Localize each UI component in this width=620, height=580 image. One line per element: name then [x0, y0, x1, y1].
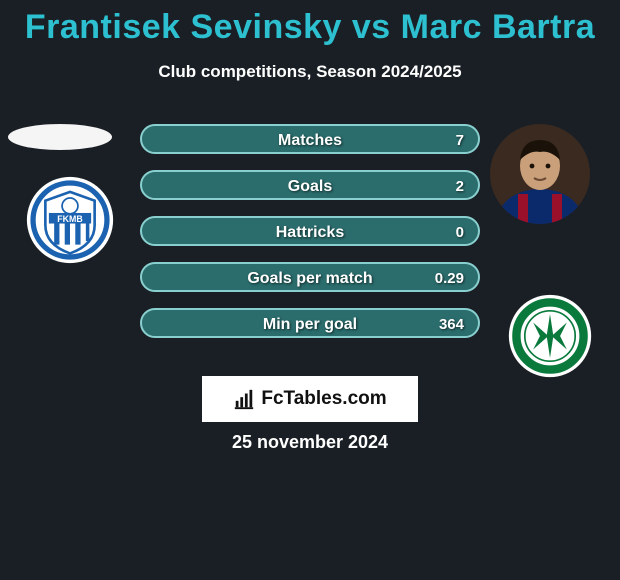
- date-caption: 25 november 2024: [0, 432, 620, 453]
- stat-value: 0: [456, 218, 464, 248]
- stat-value: 0.29: [435, 264, 464, 294]
- club-left-badge: FKMB: [26, 176, 114, 264]
- stat-label: Matches: [142, 126, 478, 156]
- player-right-photo-svg: [490, 124, 590, 224]
- stat-label: Goals: [142, 172, 478, 202]
- title-text: Frantisek Sevinsky vs Marc Bartra: [25, 8, 595, 46]
- date-text: 25 november 2024: [232, 432, 388, 452]
- stat-value: 364: [439, 310, 464, 340]
- club-right-badge: [508, 294, 592, 378]
- stat-label: Hattricks: [142, 218, 478, 248]
- stat-bar: Hattricks0: [140, 216, 480, 246]
- brand-text: FcTables.com: [261, 388, 386, 410]
- club-left-badge-text: FKMB: [57, 214, 82, 224]
- stat-value: 7: [456, 126, 464, 156]
- stat-bar: Min per goal364: [140, 308, 480, 338]
- page-title: Frantisek Sevinsky vs Marc Bartra: [0, 8, 620, 47]
- club-right-badge-svg: [508, 294, 592, 378]
- brand-box[interactable]: FcTables.com: [202, 376, 418, 422]
- player-right-photo: [490, 124, 590, 224]
- stat-label: Min per goal: [142, 310, 478, 340]
- player-left-photo-placeholder: [8, 124, 112, 150]
- club-left-badge-svg: FKMB: [26, 176, 114, 264]
- comparison-card: Frantisek Sevinsky vs Marc Bartra Club c…: [0, 0, 620, 580]
- stat-bar: Goals per match0.29: [140, 262, 480, 292]
- stat-label: Goals per match: [142, 264, 478, 294]
- subtitle-text: Club competitions, Season 2024/2025: [158, 62, 461, 81]
- stat-bar: Matches7: [140, 124, 480, 154]
- stat-bar: Goals2: [140, 170, 480, 200]
- stat-value: 2: [456, 172, 464, 202]
- bar-chart-icon: [233, 388, 255, 410]
- subtitle: Club competitions, Season 2024/2025: [0, 62, 620, 82]
